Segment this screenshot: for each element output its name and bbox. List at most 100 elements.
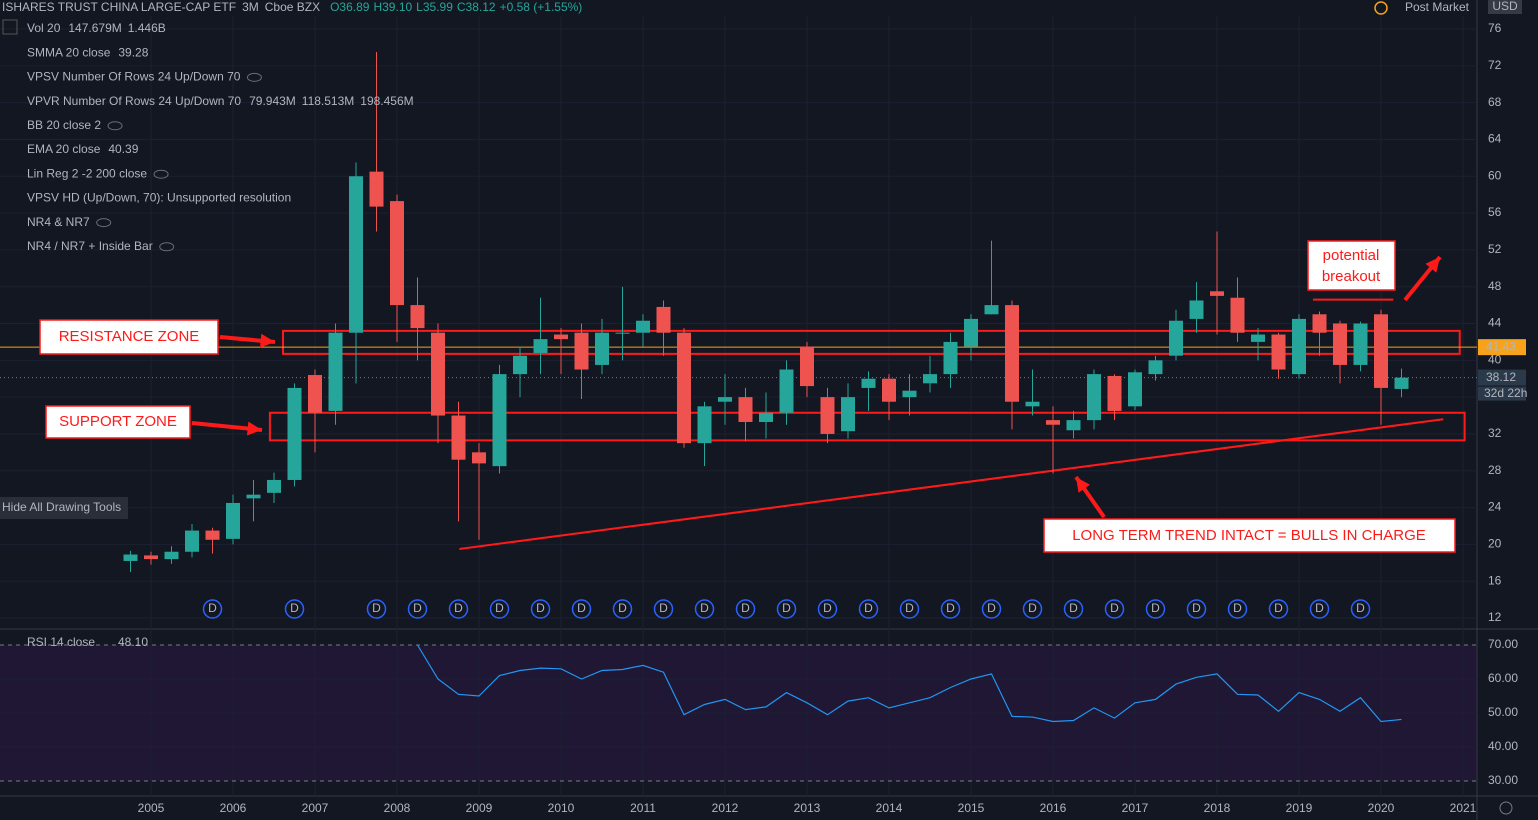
dividend-label: D <box>782 601 791 615</box>
price-label: 38.12 <box>1486 370 1516 384</box>
dividend-marker <box>776 599 797 619</box>
x-tick-label: 2006 <box>220 801 247 815</box>
candle-body <box>185 530 199 552</box>
visibility-icon <box>246 72 262 82</box>
candle-body <box>923 374 937 384</box>
rsi-tick-label: 50.00 <box>1488 705 1518 719</box>
candle-body <box>820 397 835 434</box>
y-tick-label: 44 <box>1488 316 1502 330</box>
indicator-value: 1.446B <box>128 21 166 35</box>
price-label-box <box>1478 369 1526 386</box>
candle-body <box>1230 297 1245 333</box>
candle-body <box>759 412 773 422</box>
dividend-marker <box>366 599 387 619</box>
dividend-label: D <box>905 601 914 615</box>
candle-body <box>226 502 240 539</box>
dividend-marker <box>858 599 879 619</box>
candle-body <box>1046 420 1060 425</box>
dividend-label: D <box>659 601 668 615</box>
x-tick-label: 2014 <box>876 801 903 815</box>
indicator-name: EMA 20 close <box>27 142 101 156</box>
arrow-head <box>246 421 262 436</box>
candle-body <box>697 406 712 444</box>
candle-body <box>882 378 896 402</box>
candle-body <box>1169 320 1183 356</box>
candle-body <box>861 378 876 388</box>
x-tick-label: 2010 <box>548 801 575 815</box>
dividend-label: D <box>413 601 422 615</box>
candle-body <box>615 332 630 334</box>
candle-body <box>144 555 158 560</box>
dividend-label: D <box>1151 601 1160 615</box>
candle-body <box>513 355 527 375</box>
dividend-marker <box>981 599 1002 619</box>
rsi-line <box>416 644 1402 723</box>
indicator-value: 40.39 <box>108 142 138 156</box>
dividend-label: D <box>495 601 504 615</box>
dividend-marker <box>489 599 510 619</box>
currency-box <box>1488 0 1522 14</box>
close: C38.12 <box>457 0 496 14</box>
indicator-value: 147.679M <box>68 21 121 35</box>
dividend-marker <box>1186 599 1207 619</box>
header: ISHARES TRUST CHINA LARGE-CAP ETF 3M Cboe … <box>2 0 582 14</box>
hide-tools[interactable]: Hide All Drawing Tools <box>2 500 121 514</box>
x-tick-label: 2017 <box>1122 801 1149 815</box>
candle-body <box>943 341 958 375</box>
indicator-name: VPSV Number Of Rows 24 Up/Down 70 <box>27 70 241 84</box>
candle-body <box>1210 291 1224 296</box>
annotation-box <box>1043 518 1456 553</box>
dividend-marker <box>448 599 469 619</box>
arrow-head <box>1076 477 1090 493</box>
indicator-name: Lin Reg 2 -2 200 close <box>27 166 147 180</box>
dividend-label: D <box>741 601 750 615</box>
dividend-label: D <box>1233 601 1242 615</box>
trend-line <box>459 418 1444 550</box>
settings-icon[interactable] <box>1499 801 1513 815</box>
indicator-name: VPSV HD (Up/Down, 70): Unsupported resol… <box>27 191 291 205</box>
countdown-box <box>1478 386 1526 401</box>
y-tick-label: 52 <box>1488 242 1502 256</box>
visibility-icon <box>96 218 112 228</box>
candle-body <box>492 374 507 467</box>
candle-body <box>677 332 691 444</box>
dividend-marker <box>940 599 961 619</box>
arrow-head <box>1425 257 1440 273</box>
y-tick-label: 72 <box>1488 58 1502 72</box>
dividend-marker <box>1022 599 1043 619</box>
candle-body <box>656 306 671 333</box>
candle-body <box>1374 314 1388 388</box>
candle-body <box>841 397 855 432</box>
rsi-tick-label: 30.00 <box>1488 773 1518 787</box>
candle-body <box>1128 372 1142 407</box>
x-tick-label: 2009 <box>466 801 493 815</box>
candle-body <box>1005 305 1019 402</box>
hide-tools-button[interactable] <box>0 497 128 519</box>
dividend-marker <box>1350 599 1371 619</box>
candle-body <box>984 305 999 315</box>
dividend-marker <box>202 599 223 619</box>
dividend-label: D <box>1315 601 1324 615</box>
annotation: potential <box>1323 247 1380 264</box>
dividend-label: D <box>208 601 217 615</box>
price-label-box <box>1478 339 1526 356</box>
candle-body <box>1066 420 1081 431</box>
annotation: breakout <box>1322 268 1381 285</box>
dividend-marker <box>530 599 551 619</box>
dividend-marker <box>899 599 920 619</box>
dividend-label: D <box>1110 601 1119 615</box>
candle-body <box>902 390 917 398</box>
session-icon <box>1374 1 1388 15</box>
annotation: RESISTANCE ZONE <box>59 328 200 345</box>
low: L35.99 <box>416 0 453 14</box>
collapse-button[interactable] <box>2 19 18 35</box>
indicator-value: 118.513M <box>302 94 354 108</box>
candle-body <box>410 305 425 329</box>
candle-body <box>718 397 732 402</box>
x-tick-label: 2019 <box>1286 801 1313 815</box>
interval: 3M <box>242 0 259 14</box>
dividend-label: D <box>454 601 463 615</box>
candle-body <box>1107 375 1122 411</box>
session[interactable]: Post Market <box>1405 0 1470 14</box>
